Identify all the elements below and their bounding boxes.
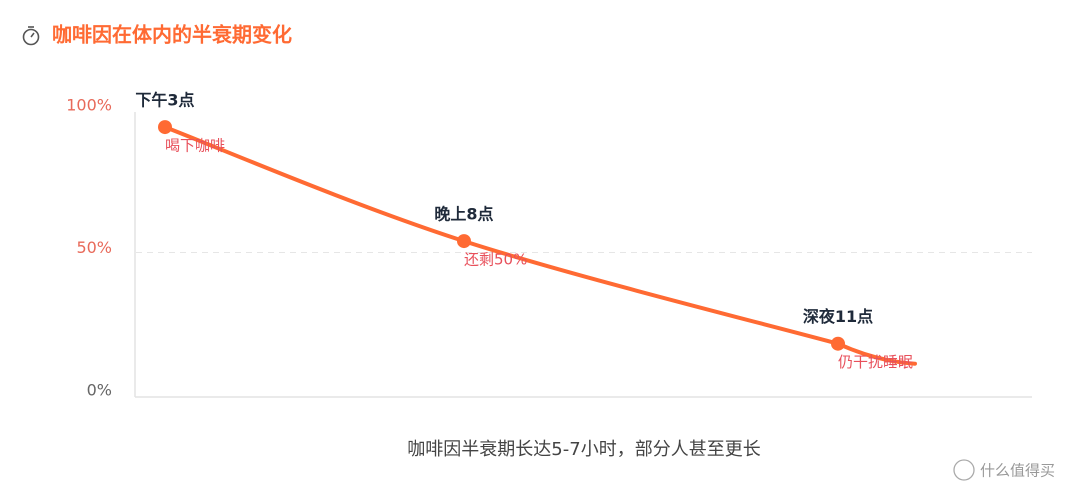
chart-title: 咖啡因在体内的半衰期变化 bbox=[52, 23, 292, 47]
point-label: 深夜11点 bbox=[803, 307, 873, 326]
point-label: 下午3点 bbox=[135, 91, 194, 110]
point-label: 晚上8点 bbox=[434, 205, 493, 224]
y-tick-label: 100% bbox=[66, 96, 112, 115]
point bbox=[457, 234, 471, 249]
watermark-text: 什么值得买 bbox=[980, 462, 1055, 480]
point bbox=[158, 120, 172, 135]
stopwatch-icon bbox=[22, 26, 40, 46]
y-tick-label: 50% bbox=[76, 238, 112, 257]
y-tick-label: 0% bbox=[87, 381, 112, 400]
annotation: 还剩50% bbox=[464, 251, 527, 269]
watermark: 什么值得买 bbox=[953, 459, 1055, 481]
caption: 咖啡因半衰期长达5-7小时，部分人甚至更长 bbox=[407, 439, 760, 460]
annotation: 喝下咖啡 bbox=[165, 137, 225, 155]
line-tail bbox=[836, 341, 917, 366]
annotation: 仍干扰睡眠 bbox=[838, 353, 913, 371]
watermark-icon bbox=[953, 459, 975, 481]
point bbox=[831, 336, 845, 351]
